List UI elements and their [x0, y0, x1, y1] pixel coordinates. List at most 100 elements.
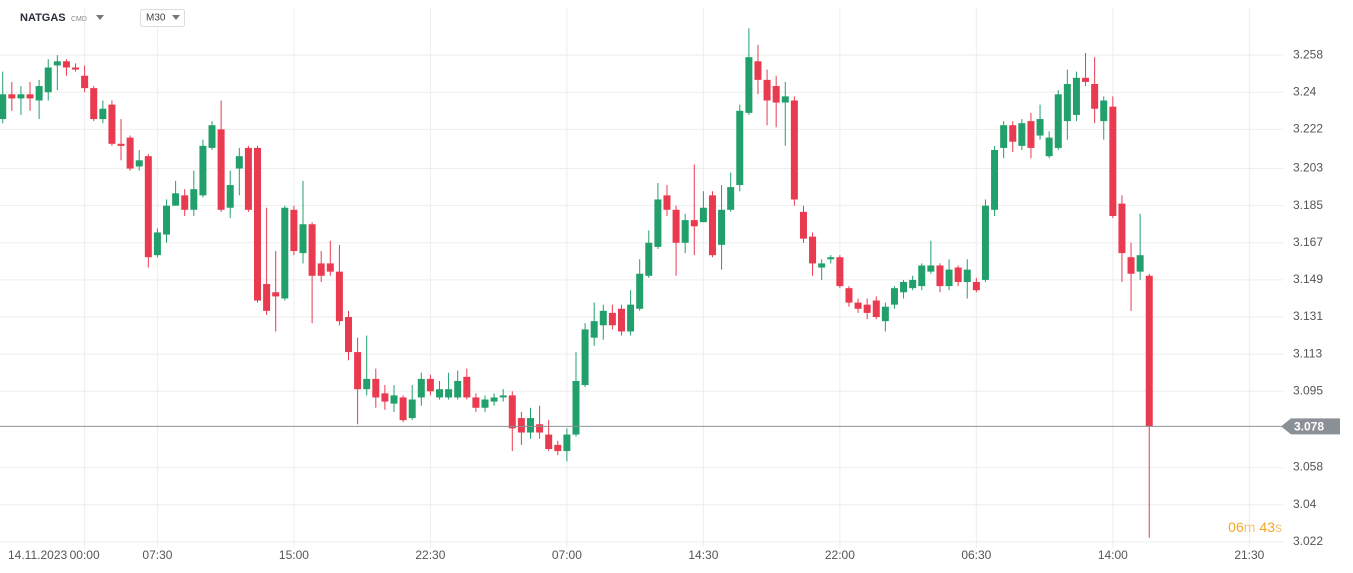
candle-body [945, 269, 953, 287]
symbol[interactable]: NATGAS [20, 12, 66, 24]
candle-body [1000, 125, 1008, 148]
candle-body [26, 94, 34, 99]
candle-body [472, 397, 480, 408]
x-tick-label: 07:00 [552, 548, 582, 562]
candle-body [1027, 121, 1035, 148]
candle-body [1009, 125, 1017, 142]
candle-body [1063, 83, 1071, 122]
price-tag-label: 3.078 [1294, 419, 1324, 433]
candle-body [1109, 106, 1117, 216]
countdown: 06m 43s [1228, 519, 1282, 535]
candle-body [1054, 94, 1062, 148]
candle-body [672, 209, 680, 243]
candle-body [854, 302, 862, 309]
candle-body [372, 378, 380, 398]
candle-body [235, 156, 243, 169]
candle-body [417, 378, 425, 398]
candle-body [99, 108, 107, 120]
candle-body [399, 397, 407, 421]
x-tick-label: 14:30 [688, 548, 718, 562]
candle-body [963, 269, 971, 282]
candle-body [290, 209, 298, 252]
labels: 3.022 3.04 3.058 3.095 3.113 3.131 3.149 3.167 3… [70, 47, 1340, 562]
candle-body [763, 79, 771, 101]
y-tick-label: 3.04 [1293, 497, 1317, 511]
candle-body [827, 257, 835, 260]
x-tick-label: 22:30 [415, 548, 445, 562]
candle-body [590, 321, 598, 338]
candle-body [617, 308, 625, 332]
y-tick-label: 3.258 [1293, 47, 1323, 61]
candle-body [208, 125, 216, 148]
candle-body [117, 143, 125, 146]
timeframe-button[interactable] [140, 9, 185, 27]
candle-body [144, 156, 152, 258]
y-tick-label: 3.167 [1293, 235, 1323, 249]
candle-body [1072, 77, 1080, 115]
grid [0, 8, 1283, 548]
symbol-dropdown[interactable] [96, 15, 104, 20]
countdown-seconds: 43 [1259, 519, 1275, 535]
candle-body [526, 418, 534, 433]
candle-body [454, 380, 462, 398]
candle-body [790, 100, 798, 200]
candle-body [536, 424, 544, 433]
candle-body [435, 389, 443, 398]
candles [0, 28, 1283, 538]
countdown-minutes: 06 [1228, 519, 1244, 535]
y-tick-label: 3.058 [1293, 460, 1323, 474]
date-label: 14.11.2023 [8, 548, 67, 562]
x-tick-label: 06:30 [961, 548, 991, 562]
candle-body [317, 263, 325, 276]
timeframe-dropdown[interactable] [172, 15, 180, 20]
y-tick-label: 3.131 [1293, 309, 1323, 323]
candle-body [699, 207, 707, 223]
candle-body [381, 393, 389, 402]
candle-body [636, 273, 644, 309]
symbol-tag: CMD [71, 16, 87, 23]
candle-body [927, 265, 935, 272]
candle-body [126, 137, 134, 169]
candle-body [8, 94, 16, 99]
candle-body [390, 395, 398, 404]
candle-body [272, 292, 280, 297]
candle-body [72, 67, 80, 70]
candle-body [972, 281, 980, 291]
candle-body [581, 329, 589, 386]
candle-body [608, 312, 616, 326]
y-tick-label: 3.095 [1293, 383, 1323, 397]
candle-body [517, 418, 525, 433]
candle-body [1091, 83, 1099, 109]
candle-body [781, 96, 789, 103]
x-tick-label: 22:00 [825, 548, 855, 562]
timeframe[interactable]: M30 [146, 13, 166, 24]
candle-body [0, 94, 7, 120]
candle-body [909, 279, 917, 289]
y-tick-label: 3.24 [1293, 84, 1317, 98]
candle-body [645, 242, 653, 276]
candle-body [254, 147, 262, 301]
candle-body [1082, 77, 1090, 82]
candle-body [1100, 100, 1108, 122]
candle-body [981, 205, 989, 280]
x-tick-label: 15:00 [279, 548, 309, 562]
candle-body [799, 211, 807, 239]
candle-body [563, 434, 571, 452]
y-tick-label: 3.185 [1293, 198, 1323, 212]
candle-body [53, 61, 61, 66]
candle-body [163, 205, 171, 235]
candle-body [1018, 123, 1026, 146]
candle-body [818, 263, 826, 268]
candle-body [809, 236, 817, 264]
candle-body [727, 187, 735, 210]
candle-body [499, 395, 507, 398]
candle-body [863, 304, 871, 313]
x-tick-label: 07:30 [142, 548, 172, 562]
candle-body [545, 434, 553, 450]
candle-body [918, 265, 926, 287]
candle-body [900, 281, 908, 293]
candle-body [299, 224, 307, 254]
candle-body [217, 129, 225, 210]
candle-body [572, 380, 580, 435]
